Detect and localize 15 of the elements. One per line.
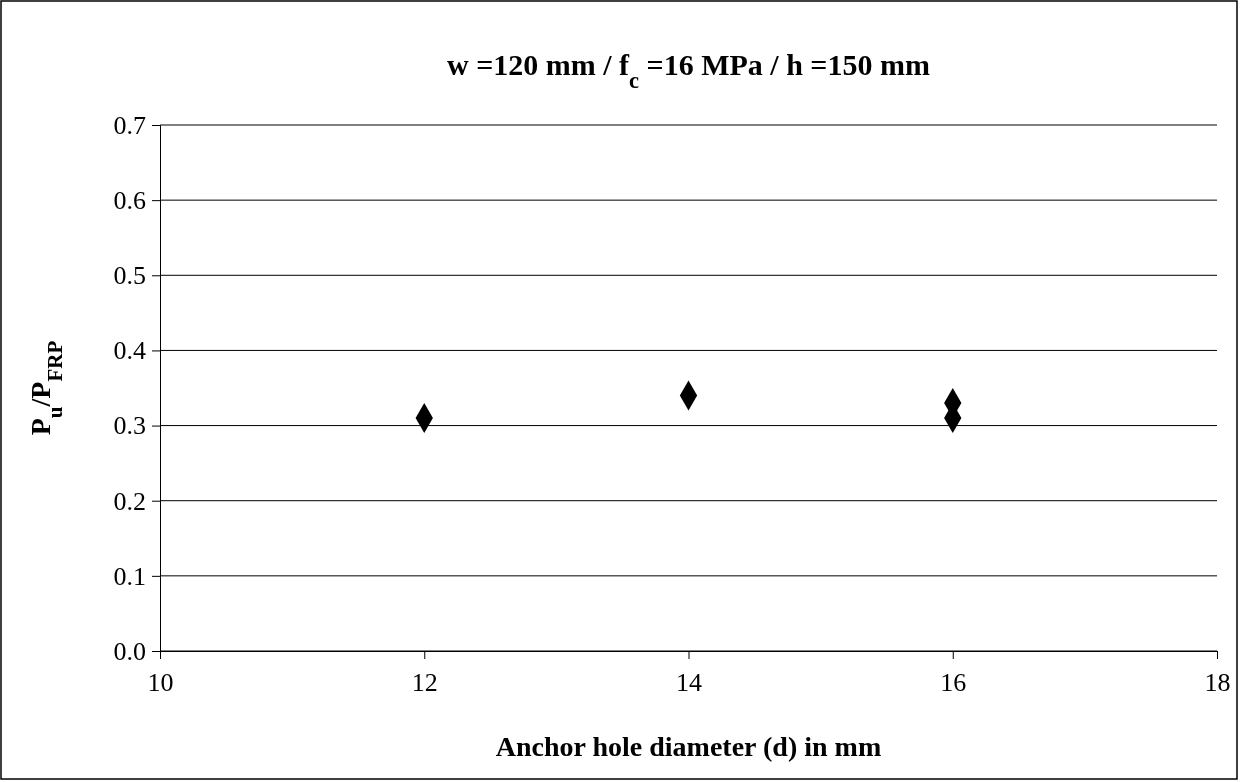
y-tick-label: 0.7 bbox=[113, 110, 146, 140]
x-tick-label: 12 bbox=[411, 668, 438, 698]
x-tick-label: 10 bbox=[147, 668, 174, 698]
y-tick-label: 0.2 bbox=[113, 486, 146, 516]
x-tick-label: 14 bbox=[676, 668, 702, 698]
y-tick-label: 0.5 bbox=[113, 261, 146, 291]
y-tick-label: 0.3 bbox=[113, 411, 146, 441]
y-tick-label: 0.6 bbox=[113, 185, 146, 215]
chart-title: w =120 mm / f$_{c}$ =16 MPa / h =150 mm bbox=[447, 48, 930, 93]
y-tick-label: 0.1 bbox=[113, 561, 146, 591]
x-tick-label: 16 bbox=[940, 668, 967, 698]
y-tick-label: 0.0 bbox=[113, 636, 146, 666]
y-tick-label: 0.4 bbox=[113, 336, 146, 366]
x-axis-title: Anchor hole diameter (d) in mm bbox=[495, 731, 882, 762]
x-tick-label: 18 bbox=[1204, 668, 1231, 698]
